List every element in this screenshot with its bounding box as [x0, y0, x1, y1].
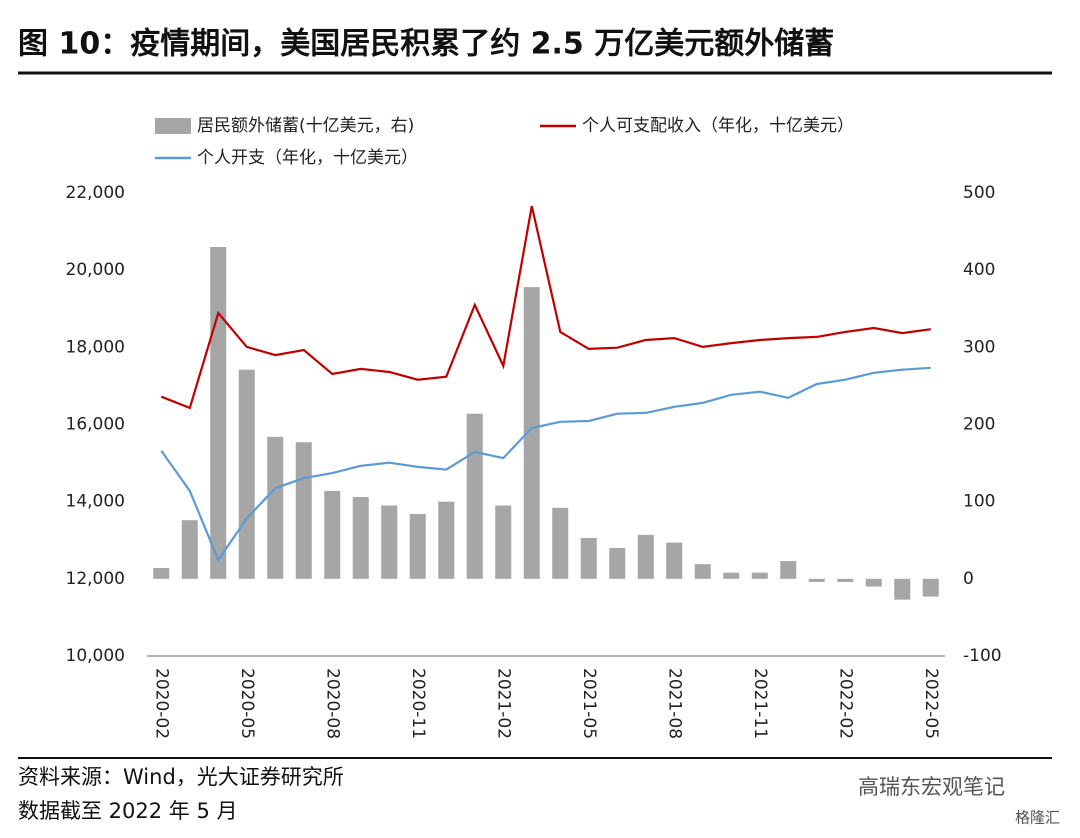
bar	[837, 578, 854, 582]
bar	[181, 520, 198, 579]
bar	[808, 578, 825, 582]
bar	[238, 369, 255, 579]
x-tick-label: 2021-11	[750, 668, 770, 739]
x-tick-label: 2021-08	[664, 668, 684, 739]
y-tick-label: 12,000	[66, 569, 125, 589]
x-tick-label: 2020-05	[237, 668, 257, 739]
line	[160, 366, 931, 563]
bar	[267, 436, 284, 579]
bar	[495, 505, 512, 579]
bar	[381, 505, 398, 579]
watermark: 高瑞东宏观笔记	[858, 775, 1005, 799]
bar	[324, 490, 341, 579]
bar	[723, 572, 740, 579]
bar	[694, 564, 711, 579]
y-tick-label: 10,000	[66, 646, 125, 666]
bar	[352, 497, 369, 579]
bar	[409, 514, 426, 579]
y-tick-label: 20,000	[66, 260, 125, 280]
legend-label: 个人可支配收入（年化，十亿美元）	[582, 116, 854, 136]
bar	[466, 413, 483, 579]
legend-label: 居民额外储蓄(十亿美元，右)	[197, 116, 414, 136]
x-tick-label: 2020-11	[408, 668, 428, 739]
x-tick-label: 2020-08	[322, 668, 342, 739]
y2-tick-label: 0	[963, 569, 974, 589]
source: 资料来源：Wind，光大证券研究所	[18, 765, 344, 789]
bar	[552, 507, 569, 579]
bar	[295, 442, 312, 579]
y-tick-label: 22,000	[66, 183, 125, 203]
bar	[865, 578, 882, 587]
x-tick-label: 2021-02	[493, 668, 513, 739]
y2-tick-label: 200	[963, 415, 995, 435]
y2-tick-label: 400	[963, 260, 995, 280]
bar	[666, 542, 683, 579]
logo: 格隆汇	[1015, 809, 1060, 827]
legend-label: 个人开支（年化，十亿美元）	[197, 148, 418, 168]
line	[160, 205, 931, 410]
bar	[609, 547, 626, 579]
bar	[894, 578, 911, 600]
y2-tick-label: 100	[963, 492, 995, 512]
x-tick-label: 2022-05	[921, 668, 941, 739]
bar	[438, 501, 455, 579]
bar	[780, 561, 797, 579]
y2-tick-label: 300	[963, 337, 995, 357]
y-tick-label: 16,000	[66, 415, 125, 435]
x-tick-label: 2022-02	[835, 668, 855, 739]
bar	[580, 537, 597, 579]
bar	[751, 572, 768, 579]
bar	[637, 534, 654, 579]
x-tick-label: 2021-05	[579, 668, 599, 739]
legend-swatch	[155, 118, 191, 134]
bar	[523, 287, 540, 579]
bar	[922, 578, 939, 597]
chart-title: 图 10：疫情期间，美国居民积累了约 2.5 万亿美元额外储蓄	[18, 27, 834, 62]
y-tick-label: 18,000	[66, 337, 125, 357]
bar	[210, 247, 227, 579]
y2-tick-label: -100	[963, 646, 1002, 666]
y2-tick-label: 500	[963, 183, 995, 203]
y-tick-label: 14,000	[66, 492, 125, 512]
bar	[153, 568, 170, 579]
x-tick-label: 2020-02	[151, 668, 171, 739]
note: 数据截至 2022 年 5 月	[18, 799, 238, 823]
